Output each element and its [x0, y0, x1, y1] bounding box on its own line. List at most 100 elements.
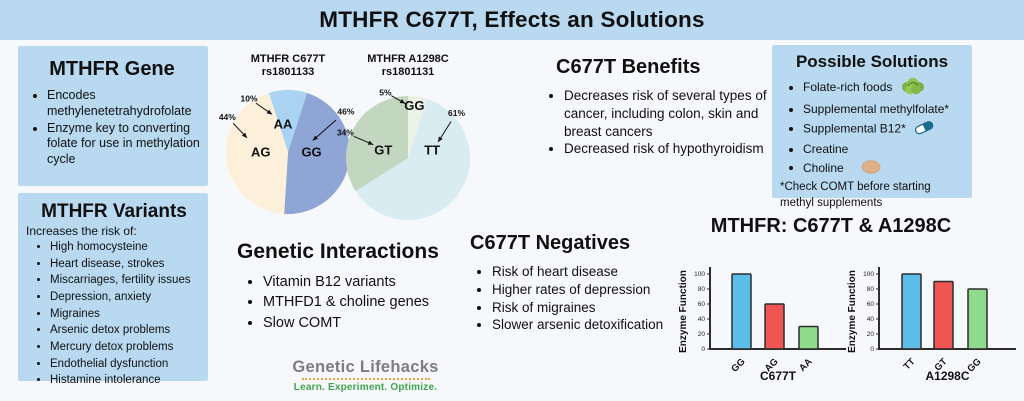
arrowhead — [438, 136, 443, 142]
solutions-title: Possible Solutions — [795, 52, 949, 71]
arrowhead — [241, 132, 247, 138]
x-category-label: TT — [902, 356, 918, 372]
list-item: Supplemental methylfolate* — [803, 102, 964, 116]
pie-title-line: MTHFR C677T — [250, 53, 326, 65]
solution-label: Choline — [803, 160, 844, 175]
pie-slice-GG — [408, 96, 428, 158]
y-tick-label: 80 — [867, 286, 875, 293]
arrowhead — [399, 99, 406, 104]
pie-chart-a1298c: 5% GG 61% TT 34% GT MTHFR A1298C rs1801131 — [333, 50, 483, 228]
pct-label: 61% — [448, 108, 465, 118]
x-category-label: AA — [797, 356, 815, 374]
pie-title-line: MTHFR A1298C — [367, 53, 449, 65]
arrowhead — [312, 135, 319, 141]
interactions-title: Genetic Interactions — [237, 240, 439, 263]
list-item: Risk of migraines — [492, 299, 688, 317]
pct-label: 44% — [219, 112, 236, 122]
variants-subtitle: Increases the risk of: — [26, 224, 137, 238]
pie-svg-c677t: 10% AA 46% GG 44% AG — [219, 90, 355, 214]
pie-slice-AA — [268, 90, 308, 152]
y-tick-label: 0 — [870, 346, 874, 353]
slice-label: GG — [301, 145, 321, 160]
list-item: Higher rates of depression — [492, 281, 688, 299]
y-tick-label: 40 — [698, 316, 706, 323]
slice-label: GT — [374, 142, 392, 157]
list-item: Choline — [803, 159, 964, 177]
slice-label: AG — [251, 145, 271, 160]
list-item: High homocysteine — [50, 240, 204, 255]
list-item: Depression, anxiety — [50, 290, 204, 305]
pct-label: 34% — [337, 128, 354, 138]
pie-slice-AG — [225, 93, 288, 214]
pie-title-a1298c: MTHFR A1298C rs1801131 — [333, 53, 483, 79]
bar-GG — [731, 273, 752, 350]
y-tick-label: 20 — [867, 331, 875, 338]
pie-title-c677t: MTHFR C677T rs1801133 — [213, 53, 363, 79]
variants-panel-title: MTHFR Variants — [41, 201, 187, 222]
arrowhead — [266, 109, 273, 115]
benefits-list: Decreases risk of several types of cance… — [540, 87, 768, 158]
slice-label: GG — [404, 98, 424, 113]
list-item: Encodes methylenetetrahydrofolate — [47, 88, 202, 120]
solution-label: Supplemental methylfolate* — [803, 101, 950, 116]
solutions-panel: Possible Solutions Folate-rich foods Sup… — [772, 45, 972, 209]
pill-icon — [914, 120, 934, 138]
x-category-label: GG — [729, 356, 747, 374]
variants-list: High homocysteine Heart disease, strokes… — [24, 240, 204, 389]
bar-GT — [933, 280, 954, 350]
interactions-list: Vitamin B12 variants MTHFD1 & choline ge… — [233, 272, 468, 333]
y-tick-label: 60 — [698, 301, 706, 308]
variants-panel: MTHFR Variants Increases the risk of: Hi… — [18, 193, 208, 386]
pie-subtitle-line: rs1801133 — [261, 66, 315, 79]
list-item: Histamine intolerance — [50, 373, 204, 388]
arrowhead — [367, 140, 374, 145]
gene-panel: MTHFR Gene Encodes methylenetetrahydrofo… — [18, 46, 208, 186]
list-item: Folate-rich foods — [803, 77, 964, 98]
pie-subtitle-line: rs1801131 — [381, 66, 435, 79]
solution-label: Folate-rich foods — [803, 79, 893, 94]
list-item: MTHFD1 & choline genes — [263, 292, 468, 312]
pct-label: 46% — [337, 106, 354, 116]
bar-AG — [764, 303, 785, 350]
logo-tagline: Learn. Experiment. Optimize. — [293, 382, 438, 393]
slice-label: TT — [424, 143, 440, 158]
list-item: Migraines — [50, 307, 204, 322]
list-item: Endothelial dysfunction — [50, 357, 204, 372]
logo-name: Genetic Lifehacks — [292, 358, 439, 376]
list-item: Mercury detox problems — [50, 340, 204, 355]
pct-label: 5% — [379, 87, 392, 97]
benefits-title: C677T Benefits — [556, 56, 701, 78]
solutions-list: Folate-rich foods Supplemental methylfol… — [780, 77, 964, 177]
list-item: Heart disease, strokes — [50, 257, 204, 272]
y-tick-label: 100 — [863, 271, 874, 278]
pct-label: 10% — [240, 93, 257, 103]
y-tick-label: 0 — [701, 346, 705, 353]
negatives-title: C677T Negatives — [470, 232, 631, 254]
pct-arrow — [312, 119, 337, 141]
pie-slice-TT — [355, 99, 470, 220]
list-item: Creatine — [803, 142, 964, 156]
list-item: Slow COMT — [263, 313, 468, 333]
negatives-section: C677T Negatives Risk of heart disease Hi… — [468, 232, 688, 334]
x-axis-label: A1298C — [925, 369, 969, 383]
y-tick-label: 80 — [698, 286, 706, 293]
interactions-section: Genetic Interactions Vitamin B12 variant… — [233, 240, 468, 333]
logo: Genetic Lifehacks Learn. Experiment. Opt… — [288, 358, 443, 393]
y-tick-label: 20 — [698, 331, 706, 338]
list-item: Slower arsenic detoxification — [492, 316, 688, 334]
bar-AA — [798, 325, 819, 350]
list-item: Enzyme key to converting folate for use … — [47, 121, 202, 168]
list-item: Decreased risk of hypothyroidism — [564, 140, 768, 158]
x-axis-label: C677T — [760, 369, 797, 383]
gene-panel-title: MTHFR Gene — [49, 58, 175, 80]
bar-TT — [901, 273, 922, 350]
list-item: Miscarriages, fertility issues — [50, 273, 204, 288]
slice-label: AA — [274, 116, 293, 131]
logo-divider-line — [301, 378, 430, 380]
solution-label: Creatine — [803, 141, 849, 156]
list-item: Supplemental B12* — [803, 120, 964, 138]
list-item: Decreases risk of several types of cance… — [564, 87, 768, 140]
title-bar: MTHFR C677T, Effects an Solutions — [0, 0, 1024, 40]
